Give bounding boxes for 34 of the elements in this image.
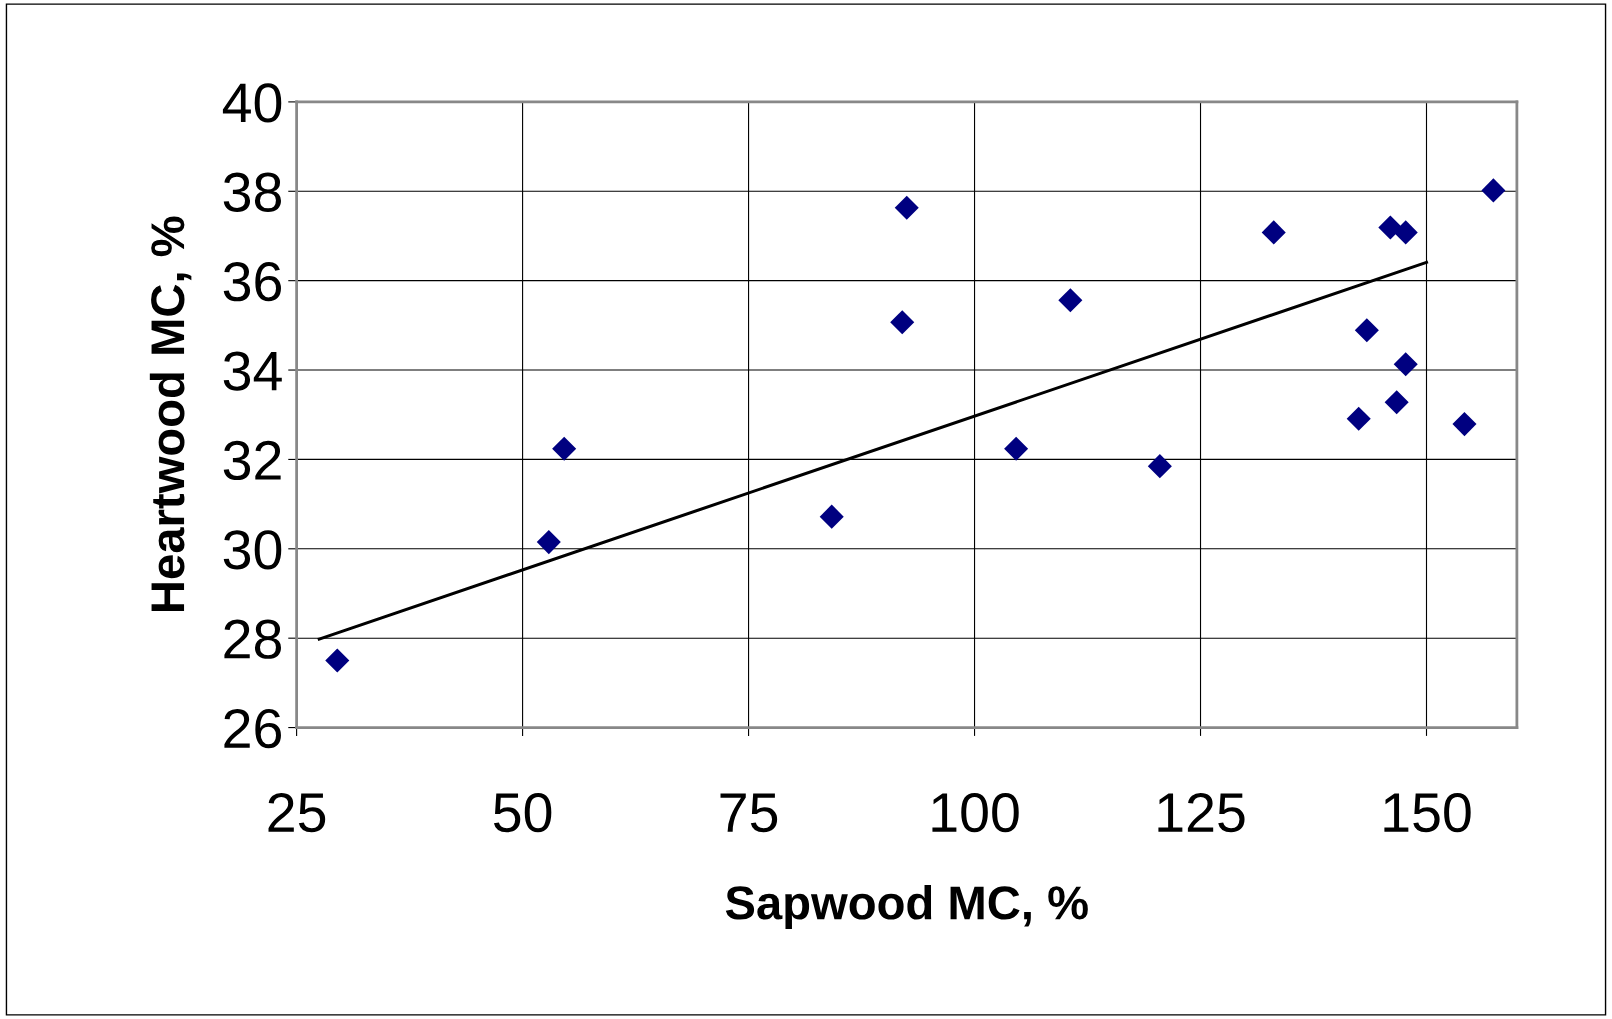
y-tick-label: 40: [222, 83, 282, 123]
x-tick-label: 150: [1384, 792, 1471, 833]
x-tick-label: 75: [720, 793, 778, 833]
point: [1058, 288, 1083, 313]
y-axis-title: Heartwood MC, %: [149, 216, 192, 611]
point: [890, 310, 915, 335]
y-tick-label: 30: [223, 530, 282, 570]
x-tick-label: 100: [932, 792, 1019, 833]
y-tick-label: 34: [223, 351, 282, 391]
point: [1261, 220, 1286, 245]
y-tick-label: 32: [223, 440, 281, 481]
y-tick-label: 36: [223, 262, 281, 302]
point: [1147, 454, 1172, 479]
point: [536, 530, 561, 555]
point: [1481, 178, 1506, 203]
point: [1452, 412, 1477, 437]
y-tick-label: 26: [224, 708, 281, 749]
point: [325, 648, 350, 673]
point: [1384, 390, 1409, 415]
x-axis-title: Sapwood MC, %: [725, 884, 1088, 929]
point: [1346, 406, 1371, 431]
x-tick-label: 125: [1158, 792, 1245, 833]
point: [552, 436, 577, 461]
point: [1378, 215, 1403, 240]
point: [1393, 352, 1418, 377]
point: [894, 195, 919, 220]
x-tick-label: 50: [493, 792, 552, 833]
point: [1354, 318, 1379, 343]
x-tick-label: 25: [268, 792, 326, 833]
y-tick-label: 28: [224, 619, 281, 659]
y-tick-label: 38: [223, 172, 281, 212]
point: [1004, 436, 1029, 461]
point: [819, 504, 844, 529]
point: [1393, 220, 1418, 245]
